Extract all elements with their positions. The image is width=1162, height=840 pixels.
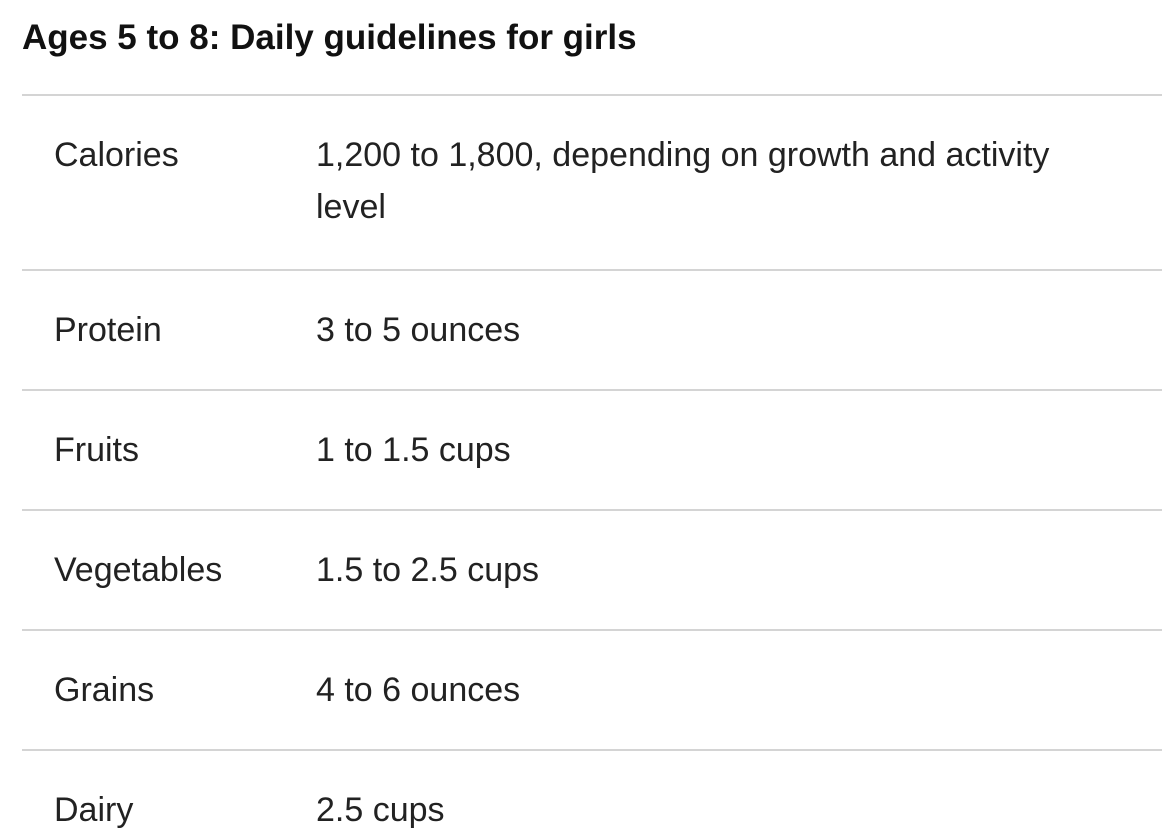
row-label: Dairy: [54, 791, 134, 829]
row-value: 1 to 1.5 cups: [316, 431, 511, 469]
row-value: 3 to 5 ounces: [316, 311, 521, 349]
row-value: 1,200 to 1,800, depending on growth and …: [316, 136, 1050, 226]
row-label: Calories: [54, 136, 179, 174]
row-label: Protein: [54, 311, 162, 349]
table-row-protein: Protein 3 to 5 ounces: [22, 269, 1162, 389]
table-row-vegetables: Vegetables 1.5 to 2.5 cups: [22, 509, 1162, 629]
guidelines-table: Calories 1,200 to 1,800, depending on gr…: [22, 94, 1162, 835]
row-label: Vegetables: [54, 551, 223, 589]
row-value: 2.5 cups: [316, 791, 445, 829]
table-row-grains: Grains 4 to 6 ounces: [22, 629, 1162, 749]
row-value: 4 to 6 ounces: [316, 671, 521, 709]
table-row-fruits: Fruits 1 to 1.5 cups: [22, 389, 1162, 509]
row-value: 1.5 to 2.5 cups: [316, 551, 540, 589]
row-label: Fruits: [54, 431, 139, 469]
page-title: Ages 5 to 8: Daily guidelines for girls: [22, 18, 637, 57]
table-row-calories: Calories 1,200 to 1,800, depending on gr…: [22, 94, 1162, 269]
table-row-dairy: Dairy 2.5 cups: [22, 749, 1162, 835]
row-label: Grains: [54, 671, 155, 709]
